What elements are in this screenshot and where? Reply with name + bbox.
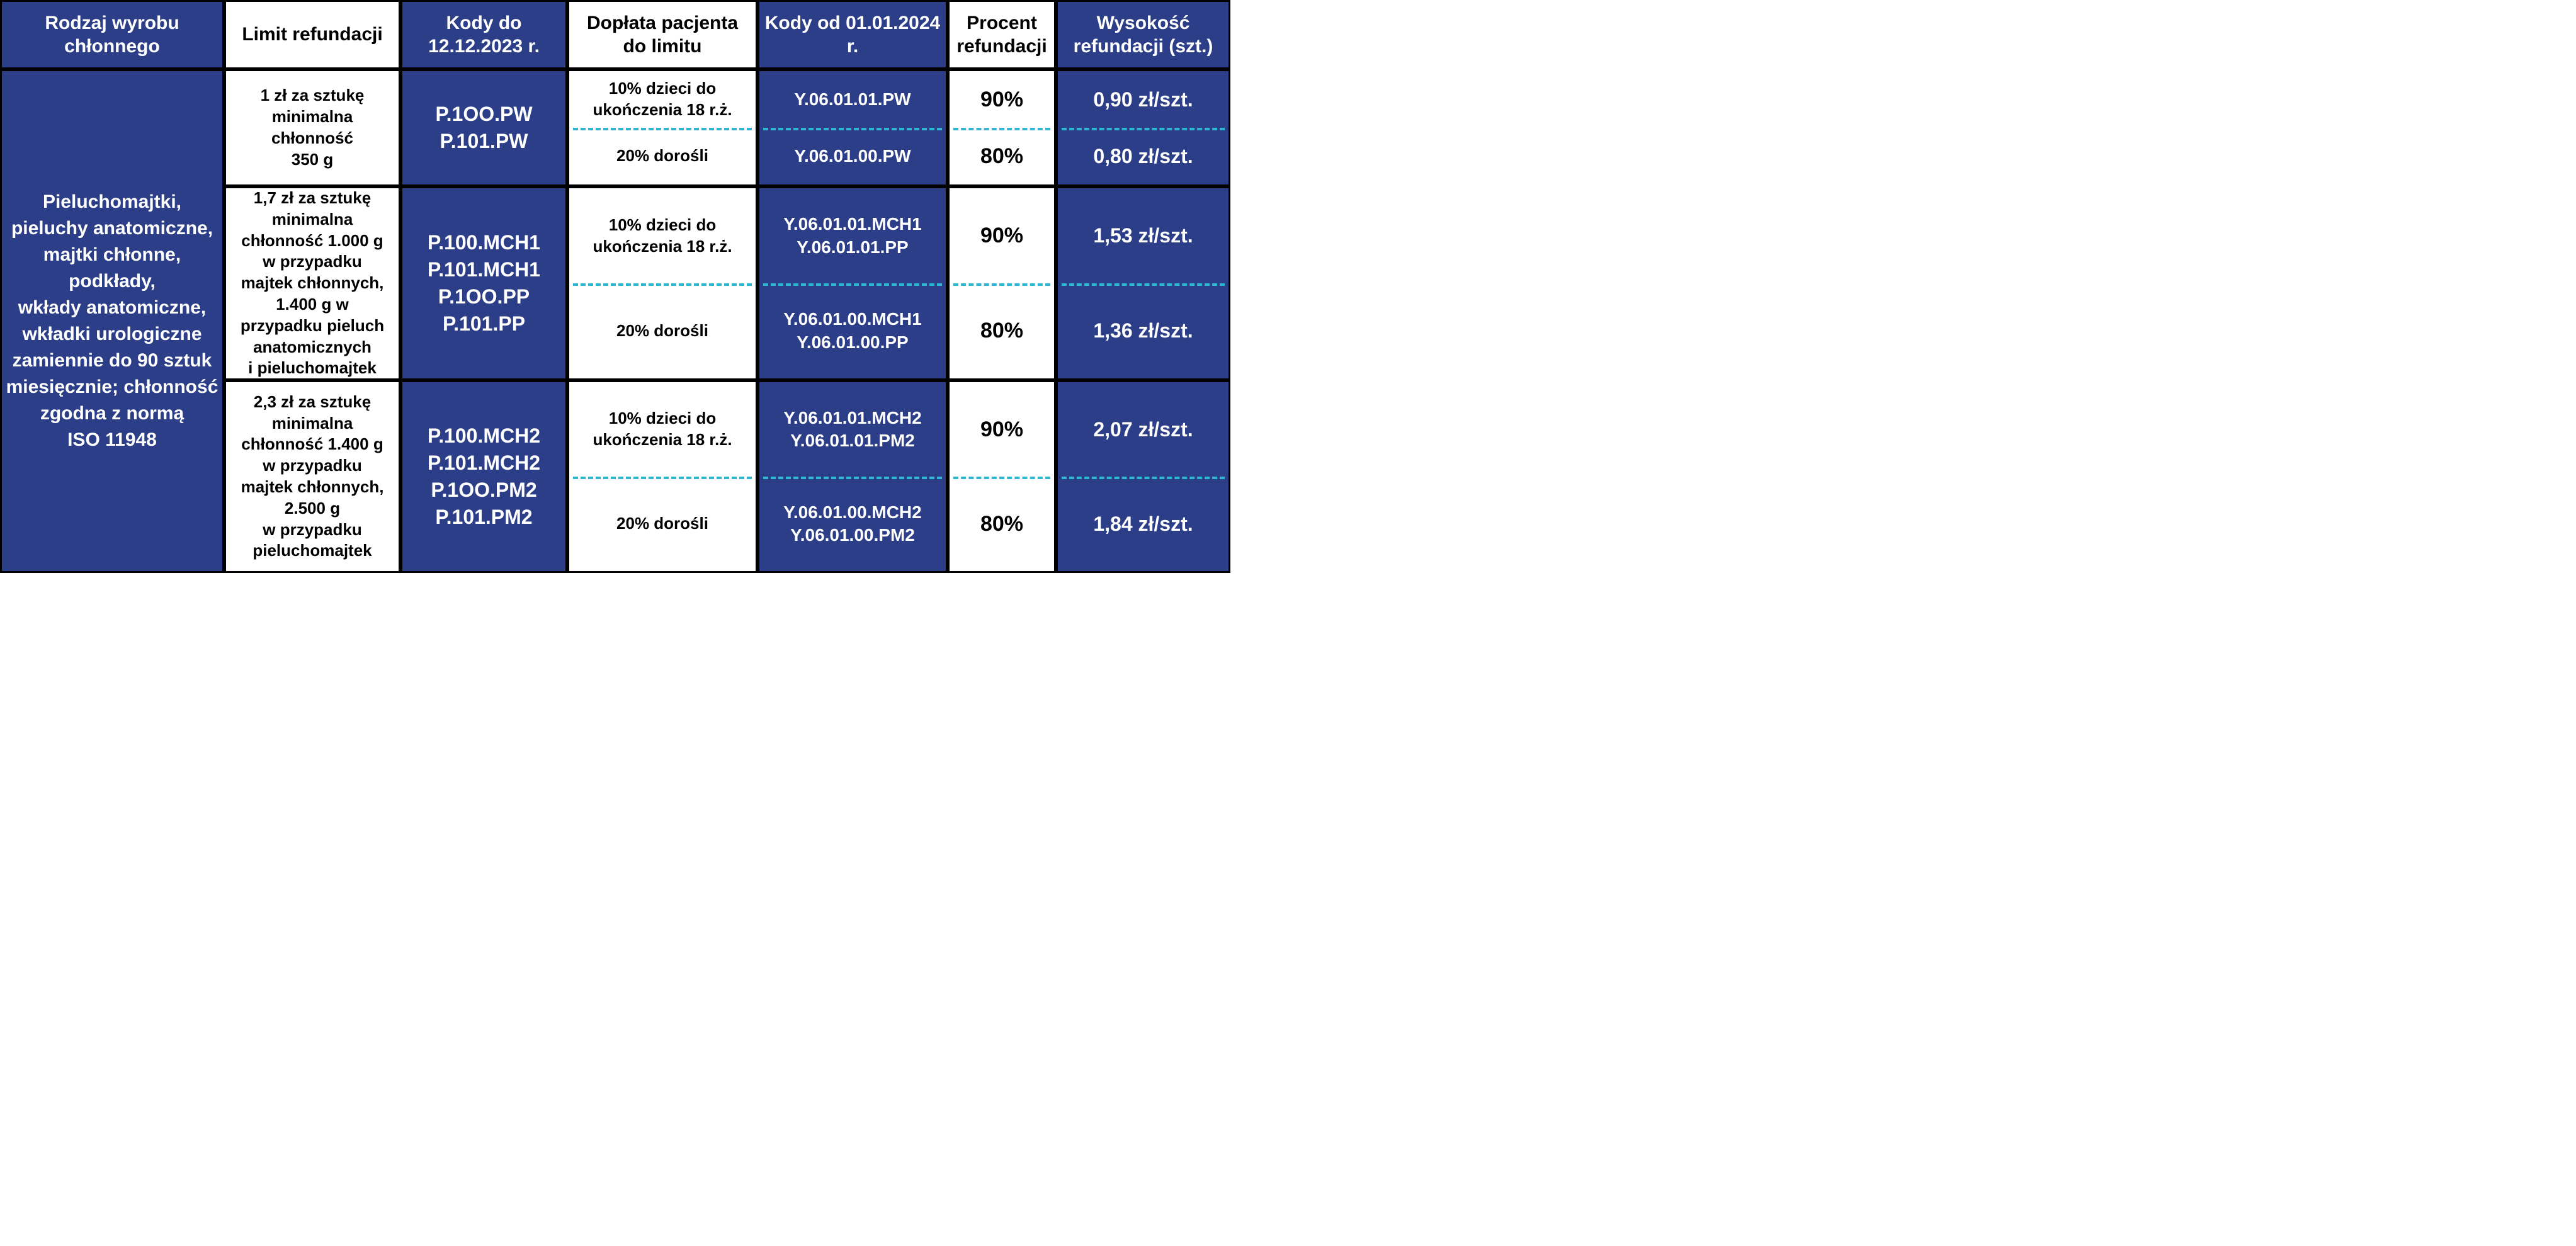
codes-new-3-bot: Y.06.01.00.MCH2 Y.06.01.00.PM2 <box>759 477 946 571</box>
procent-2-bot: 80% <box>950 283 1054 378</box>
procent-3-bot: 80% <box>950 477 1054 571</box>
codes-old-3: P.100.MCH2 P.101.MCH2 P.1OO.PM2 P.101.PM… <box>400 380 567 573</box>
codes-old-2: P.100.MCH1 P.101.MCH1 P.1OO.PP P.101.PP <box>400 186 567 380</box>
hdr-codes-new: Kody od 01.01.2024 r. <box>757 0 948 69</box>
product-type-label: Pieluchomajtki, pieluchy anatomiczne, ma… <box>0 69 224 573</box>
procent-2-top: 90% <box>950 188 1054 283</box>
procent-1-top: 90% <box>950 71 1054 128</box>
doplata-2-top: 10% dzieci do ukończenia 18 r.ż. <box>569 188 756 283</box>
codes-old-1: P.1OO.PW P.101.PW <box>400 69 567 186</box>
doplata-1: 10% dzieci do ukończenia 18 r.ż. 20% dor… <box>567 69 757 186</box>
limit-3: 2,3 zł za sztukę minimalna chłonność 1.4… <box>224 380 400 573</box>
codes-new-2: Y.06.01.01.MCH1 Y.06.01.01.PP Y.06.01.00… <box>757 186 948 380</box>
wysokosc-1: 0,90 zł/szt. 0,80 zł/szt. <box>1056 69 1230 186</box>
hdr-wysokosc: Wysokość refundacji (szt.) <box>1056 0 1230 69</box>
refund-table: Rodzaj wyrobu chłonnego Limit refundacji… <box>0 0 1230 573</box>
wysokosc-2-bot: 1,36 zł/szt. <box>1058 283 1228 378</box>
codes-new-2-bot: Y.06.01.00.MCH1 Y.06.01.00.PP <box>759 283 946 378</box>
limit-2: 1,7 zł za sztukę minimalna chłonność 1.0… <box>224 186 400 380</box>
codes-new-3: Y.06.01.01.MCH2 Y.06.01.01.PM2 Y.06.01.0… <box>757 380 948 573</box>
wysokosc-3-bot: 1,84 zł/szt. <box>1058 477 1228 571</box>
hdr-limit: Limit refundacji <box>224 0 400 69</box>
wysokosc-2-top: 1,53 zł/szt. <box>1058 188 1228 283</box>
wysokosc-1-bot: 0,80 zł/szt. <box>1058 128 1228 184</box>
codes-new-3-top: Y.06.01.01.MCH2 Y.06.01.01.PM2 <box>759 382 946 477</box>
doplata-3-top: 10% dzieci do ukończenia 18 r.ż. <box>569 382 756 477</box>
codes-new-1-top: Y.06.01.01.PW <box>759 71 946 128</box>
doplata-2-bot: 20% dorośli <box>569 283 756 378</box>
procent-3-top: 90% <box>950 382 1054 477</box>
wysokosc-2: 1,53 zł/szt. 1,36 zł/szt. <box>1056 186 1230 380</box>
hdr-codes-old: Kody do 12.12.2023 r. <box>400 0 567 69</box>
hdr-product-type: Rodzaj wyrobu chłonnego <box>0 0 224 69</box>
procent-2: 90% 80% <box>948 186 1056 380</box>
doplata-1-bot: 20% dorośli <box>569 128 756 184</box>
wysokosc-3-top: 2,07 zł/szt. <box>1058 382 1228 477</box>
wysokosc-3: 2,07 zł/szt. 1,84 zł/szt. <box>1056 380 1230 573</box>
procent-1: 90% 80% <box>948 69 1056 186</box>
doplata-2: 10% dzieci do ukończenia 18 r.ż. 20% dor… <box>567 186 757 380</box>
limit-1: 1 zł za sztukę minimalna chłonność 350 g <box>224 69 400 186</box>
wysokosc-1-top: 0,90 zł/szt. <box>1058 71 1228 128</box>
hdr-doplata: Dopłata pacjenta do limitu <box>567 0 757 69</box>
codes-new-1-bot: Y.06.01.00.PW <box>759 128 946 184</box>
doplata-1-top: 10% dzieci do ukończenia 18 r.ż. <box>569 71 756 128</box>
doplata-3-bot: 20% dorośli <box>569 477 756 571</box>
codes-new-1: Y.06.01.01.PW Y.06.01.00.PW <box>757 69 948 186</box>
codes-new-2-top: Y.06.01.01.MCH1 Y.06.01.01.PP <box>759 188 946 283</box>
procent-1-bot: 80% <box>950 128 1054 184</box>
hdr-procent: Procent refundacji <box>948 0 1056 69</box>
doplata-3: 10% dzieci do ukończenia 18 r.ż. 20% dor… <box>567 380 757 573</box>
procent-3: 90% 80% <box>948 380 1056 573</box>
